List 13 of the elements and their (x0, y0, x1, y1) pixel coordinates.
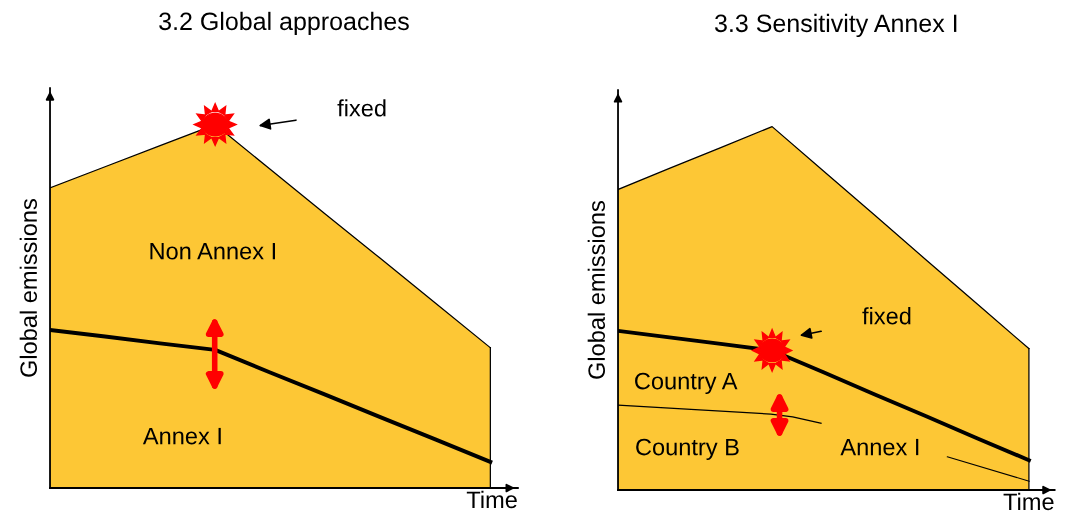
y-axis-title: Global emissions (587, 201, 606, 379)
annotation: fixed (862, 307, 911, 325)
series-label: Annex I (142, 427, 221, 445)
series-label: Non Annex I (150, 243, 275, 260)
text: fixed (337, 99, 386, 117)
x-axis-title: Time (466, 490, 517, 509)
annotation: Country B (636, 438, 739, 461)
annotation: Country A (635, 372, 738, 395)
chart-title: 3.2 Global approaches (159, 11, 409, 36)
series-label: Annex I (840, 438, 919, 456)
x-axis-title: Time (1003, 492, 1054, 511)
y-axis-title: Global emissions (19, 199, 38, 377)
chart-title: 3.3 Sensitivity Annex I (714, 13, 957, 38)
